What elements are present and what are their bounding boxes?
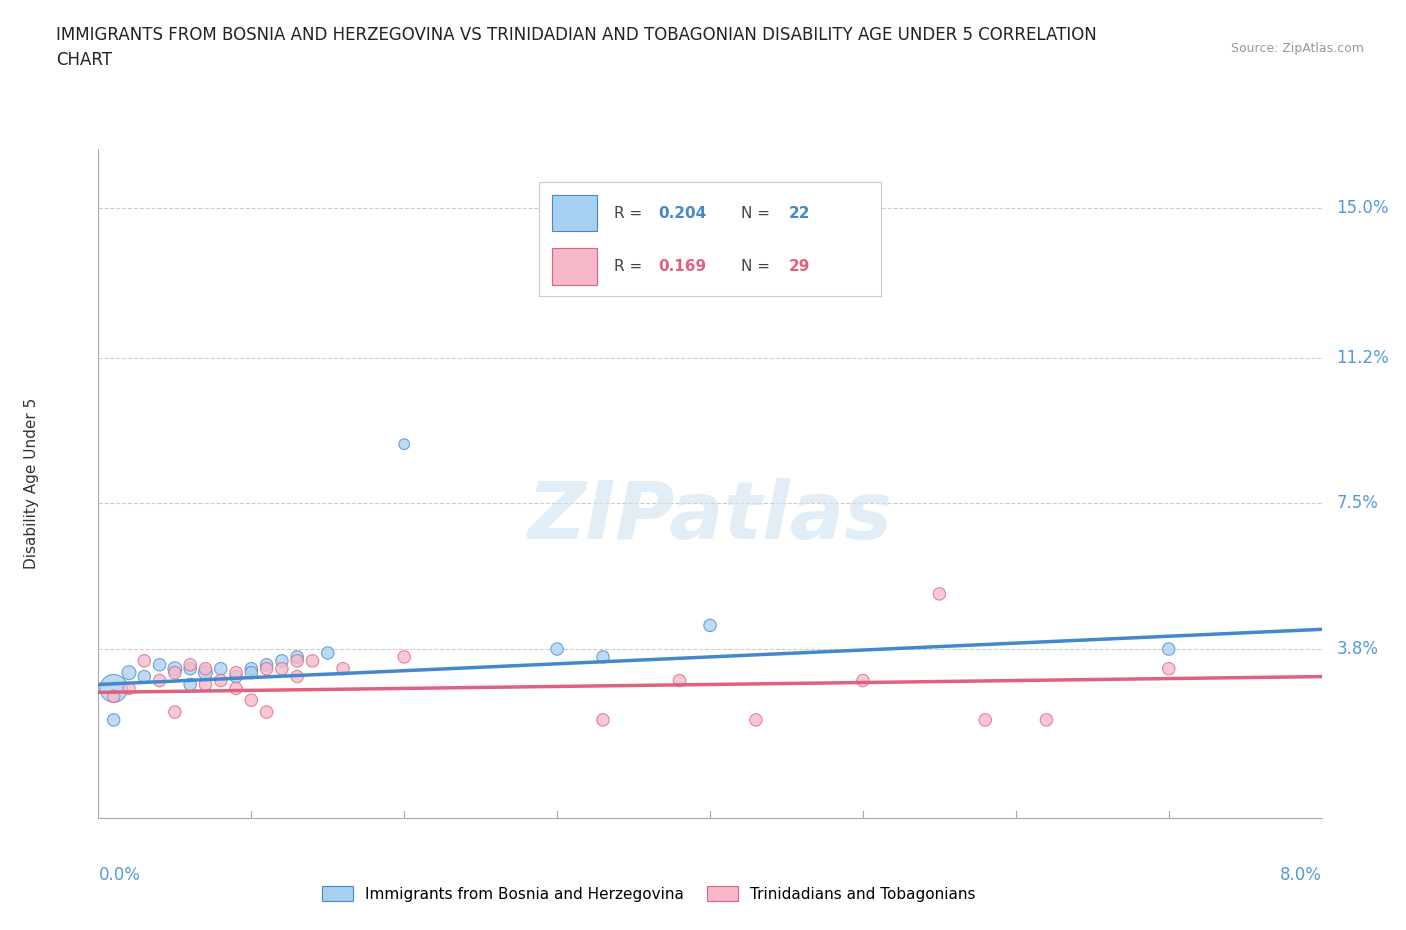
Point	[256, 658, 278, 672]
Point	[745, 712, 768, 727]
Point	[928, 587, 950, 602]
Point	[163, 705, 186, 720]
Point	[270, 661, 294, 676]
Point	[592, 649, 614, 664]
Point	[285, 649, 308, 664]
Point	[285, 670, 308, 684]
Point	[1035, 712, 1057, 727]
Point	[332, 661, 354, 676]
Legend: Immigrants from Bosnia and Herzegovina, Trinidadians and Tobagonians: Immigrants from Bosnia and Herzegovina, …	[316, 880, 981, 908]
Point	[179, 677, 201, 692]
Point	[392, 437, 416, 452]
Point	[316, 645, 339, 660]
Point	[209, 661, 232, 676]
Point	[592, 712, 614, 727]
Point	[256, 705, 278, 720]
Point	[240, 661, 263, 676]
Text: IMMIGRANTS FROM BOSNIA AND HERZEGOVINA VS TRINIDADIAN AND TOBAGONIAN DISABILITY : IMMIGRANTS FROM BOSNIA AND HERZEGOVINA V…	[56, 26, 1097, 44]
Point	[134, 670, 156, 684]
Point	[668, 673, 690, 688]
Text: 15.0%: 15.0%	[1336, 199, 1389, 217]
Text: 22: 22	[789, 206, 810, 220]
Point	[209, 673, 232, 688]
Point	[285, 654, 308, 669]
Text: N =: N =	[741, 259, 775, 274]
Point	[225, 665, 247, 680]
FancyBboxPatch shape	[553, 248, 598, 285]
Point	[270, 654, 294, 669]
Text: 0.0%: 0.0%	[98, 866, 141, 884]
Text: 0.204: 0.204	[658, 206, 707, 220]
Point	[118, 665, 141, 680]
Point	[1157, 642, 1180, 657]
Text: 29: 29	[789, 259, 810, 274]
Text: N =: N =	[741, 206, 775, 220]
Point	[163, 661, 186, 676]
Point	[1157, 661, 1180, 676]
Text: Source: ZipAtlas.com: Source: ZipAtlas.com	[1230, 42, 1364, 55]
Text: ZIPatlas: ZIPatlas	[527, 478, 893, 556]
Point	[118, 681, 141, 696]
Text: 8.0%: 8.0%	[1279, 866, 1322, 884]
Text: 0.169: 0.169	[658, 259, 707, 274]
Text: 3.8%: 3.8%	[1336, 640, 1378, 658]
Point	[852, 673, 875, 688]
Text: Disability Age Under 5: Disability Age Under 5	[24, 398, 38, 569]
Text: R =: R =	[614, 206, 647, 220]
Point	[194, 665, 217, 680]
Point	[179, 661, 201, 676]
Point	[256, 661, 278, 676]
Point	[194, 677, 217, 692]
Point	[546, 642, 568, 657]
Point	[225, 670, 247, 684]
Point	[179, 658, 201, 672]
Point	[225, 681, 247, 696]
Text: 11.2%: 11.2%	[1336, 349, 1389, 366]
Text: R =: R =	[614, 259, 647, 274]
FancyBboxPatch shape	[553, 194, 598, 232]
Point	[392, 649, 416, 664]
Text: 7.5%: 7.5%	[1336, 494, 1378, 512]
Point	[240, 693, 263, 708]
Point	[163, 665, 186, 680]
Text: CHART: CHART	[56, 51, 112, 69]
Point	[103, 681, 125, 696]
Point	[149, 673, 172, 688]
Point	[149, 658, 172, 672]
Point	[194, 661, 217, 676]
Point	[134, 654, 156, 669]
Point	[103, 712, 125, 727]
Point	[699, 618, 721, 632]
Point	[240, 665, 263, 680]
Point	[103, 689, 125, 704]
Point	[301, 654, 323, 669]
Point	[974, 712, 997, 727]
